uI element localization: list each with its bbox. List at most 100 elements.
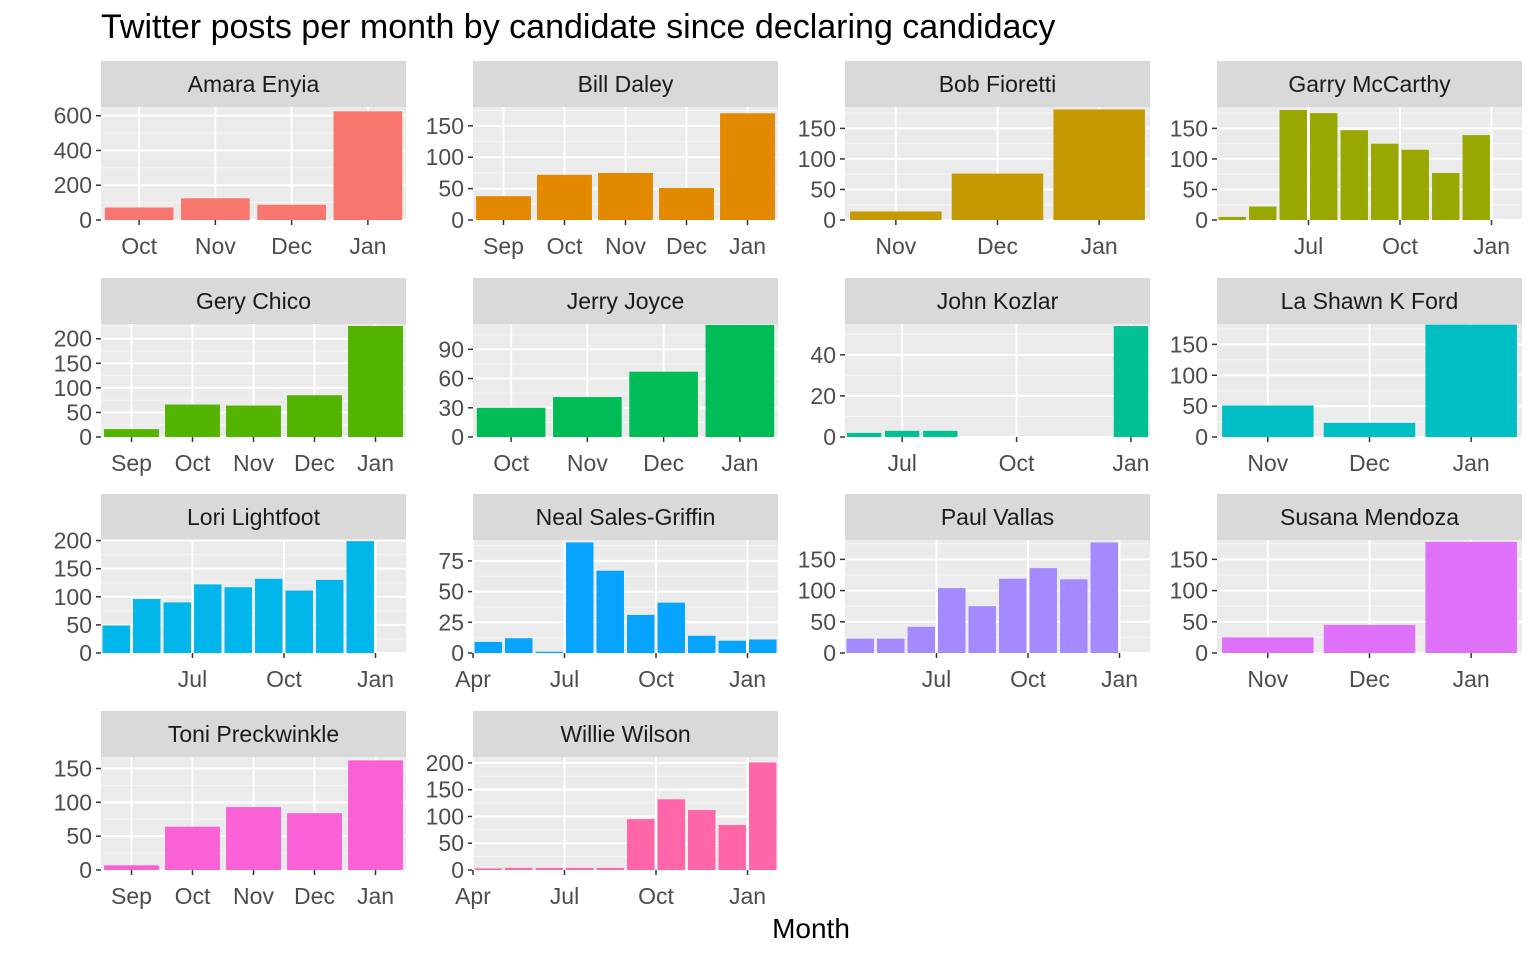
y-tick-label: 0: [1195, 424, 1208, 450]
x-tick-label: Jul: [1294, 233, 1323, 259]
x-tick-label: Jan: [729, 883, 766, 909]
bar: [1222, 405, 1314, 437]
facet-panel: Neal Sales-Griffin 0 25 50 75 Apr Jul Oct Jan: [438, 494, 778, 692]
facet-strip: [473, 494, 778, 540]
y-tick-label: 0: [1195, 207, 1208, 233]
x-tick-label: Nov: [1247, 666, 1288, 692]
bar: [1425, 324, 1517, 437]
bar: [1323, 624, 1416, 653]
bar: [705, 324, 775, 437]
facet-strip-label: Bill Daley: [578, 71, 674, 97]
bar: [885, 430, 920, 437]
facet-panel: Amara Enyia 0 200 400 600 Oct Nov Dec Jan: [54, 61, 406, 259]
y-tick-label: 50: [66, 612, 92, 638]
x-tick-label: Jan: [729, 233, 766, 259]
y-tick-label: 100: [1170, 146, 1208, 172]
facet-strip-label: Neal Sales-Griffin: [536, 504, 716, 530]
y-tick-label: 50: [1182, 393, 1208, 419]
bar: [749, 639, 777, 653]
bar: [659, 187, 714, 220]
x-tick-label: Jan: [1081, 233, 1118, 259]
x-tick-label: Jan: [1473, 233, 1510, 259]
y-tick-label: 150: [1170, 331, 1208, 357]
y-tick-label: 50: [438, 579, 464, 605]
bar: [133, 599, 161, 653]
chart-title: Twitter posts per month by candidate sin…: [101, 8, 1055, 46]
bar: [566, 542, 594, 653]
bar: [535, 651, 563, 653]
y-tick-label: 400: [54, 137, 92, 163]
x-tick-label: Jul: [550, 666, 579, 692]
facet-strip: [473, 278, 778, 324]
facet-panel: Susana Mendoza 0 50 100 150 Nov Dec Jan: [1170, 494, 1522, 692]
y-tick-label: 0: [79, 857, 92, 883]
facet-strip-label: Toni Preckwinkle: [168, 721, 339, 747]
x-tick-label: Jan: [729, 666, 766, 692]
x-tick-label: Jul: [550, 883, 579, 909]
bar: [226, 405, 281, 437]
y-tick-label: 0: [823, 207, 836, 233]
x-tick-label: Dec: [271, 233, 312, 259]
bar: [255, 578, 283, 653]
facet-panel: Paul Vallas 0 50 100 150 Jul Oct Jan: [798, 494, 1150, 692]
bar: [850, 211, 942, 220]
bar: [1090, 542, 1118, 653]
y-tick-label: 150: [54, 350, 92, 376]
bar: [476, 407, 546, 437]
facet-strip-label: Susana Mendoza: [1280, 504, 1459, 530]
bar: [688, 810, 716, 870]
y-tick-label: 0: [823, 424, 836, 450]
bar: [657, 602, 685, 653]
facet-panel: Toni Preckwinkle 0 50 100 150 Sep Oct Nov Dec Jan: [54, 711, 406, 909]
bar: [999, 578, 1027, 653]
facet-strip: [845, 278, 1150, 324]
y-tick-label: 200: [54, 172, 92, 198]
x-tick-label: Jan: [357, 666, 394, 692]
y-tick-label: 0: [451, 424, 464, 450]
facet-strip: [101, 61, 406, 107]
x-tick-label: Nov: [605, 233, 646, 259]
bar: [846, 638, 874, 653]
x-tick-label: Jan: [357, 450, 394, 476]
bar: [968, 606, 996, 653]
y-tick-label: 25: [438, 609, 464, 635]
y-tick-label: 150: [1170, 115, 1208, 141]
x-tick-label: Jan: [349, 233, 386, 259]
bar: [1029, 568, 1057, 653]
x-tick-label: Dec: [977, 233, 1018, 259]
bar: [1432, 172, 1460, 220]
x-tick-label: Jul: [887, 450, 916, 476]
bar: [194, 584, 222, 653]
bar: [1053, 109, 1145, 220]
x-tick-label: Sep: [111, 883, 152, 909]
y-tick-label: 0: [79, 640, 92, 666]
bar: [226, 807, 281, 870]
bar: [505, 867, 533, 870]
x-tick-label: Jan: [721, 450, 758, 476]
bar: [907, 626, 935, 653]
y-tick-label: 50: [1182, 609, 1208, 635]
x-axis-title: Month: [772, 913, 850, 944]
x-tick-label: Nov: [233, 450, 274, 476]
y-tick-label: 50: [66, 399, 92, 425]
y-tick-label: 100: [426, 144, 464, 170]
bar: [846, 432, 882, 437]
y-tick-label: 150: [798, 115, 836, 141]
y-tick-label: 0: [451, 207, 464, 233]
bar: [348, 760, 403, 870]
facet-strip: [473, 711, 778, 757]
y-tick-label: 60: [438, 366, 464, 392]
x-tick-label: Jul: [178, 666, 207, 692]
x-tick-label: Oct: [493, 450, 529, 476]
y-tick-label: 50: [66, 823, 92, 849]
facet-strip: [1217, 61, 1522, 107]
facet-panel: John Kozlar 0 20 40 Jul Oct Jan: [810, 278, 1150, 476]
bar: [1340, 130, 1368, 220]
y-tick-label: 100: [426, 803, 464, 829]
bar: [285, 590, 313, 653]
bar: [535, 867, 563, 870]
x-tick-label: Nov: [1247, 450, 1288, 476]
bar: [104, 865, 159, 870]
